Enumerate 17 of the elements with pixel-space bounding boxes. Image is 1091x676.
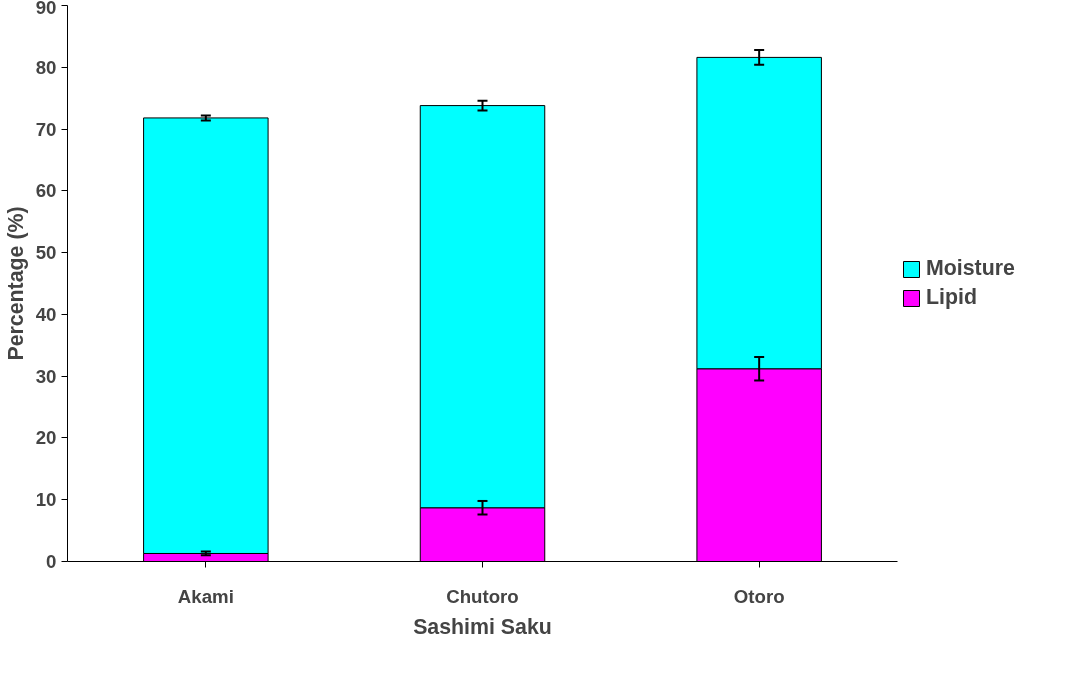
legend-label: Moisture <box>926 256 1015 281</box>
y-tick-label: 80 <box>35 56 57 78</box>
y-tick-label: 20 <box>35 427 57 449</box>
y-tick-label: 30 <box>35 365 57 387</box>
x-tick-label: Akami <box>177 585 234 607</box>
y-tick-label: 10 <box>35 489 57 511</box>
y-tick-label: 40 <box>35 303 57 325</box>
y-tick-label: 50 <box>35 242 57 264</box>
x-tick-label: Chutoro <box>446 585 519 607</box>
y-axis-title: Percentage (%) <box>3 206 28 361</box>
y-tick-label: 0 <box>46 551 57 572</box>
y-tick-label: 90 <box>35 0 57 18</box>
y-tick-label: 60 <box>35 180 57 202</box>
x-tick-label: Otoro <box>733 585 785 607</box>
y-tick-label: 70 <box>35 118 57 140</box>
legend-label: Lipid <box>926 285 977 310</box>
x-axis-title: Sashimi Saku <box>413 614 552 639</box>
